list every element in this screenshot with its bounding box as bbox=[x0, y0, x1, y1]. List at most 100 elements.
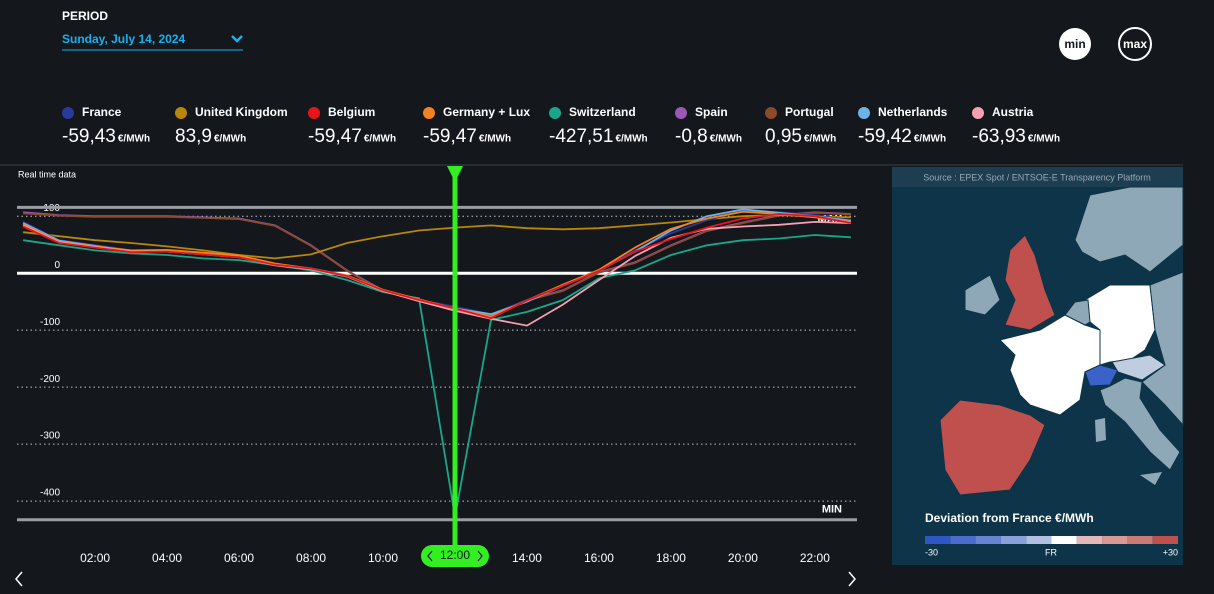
legend-unit: €/MWh bbox=[615, 134, 647, 145]
benelux bbox=[1064, 299, 1091, 326]
legend-value: -59,47 bbox=[308, 126, 362, 147]
iberia bbox=[939, 399, 1046, 496]
min-label: MIN bbox=[822, 504, 842, 516]
legend-name: Portugal bbox=[785, 105, 834, 119]
x-tick-label: 10:00 bbox=[368, 551, 398, 565]
y-tick-label: -300 bbox=[40, 431, 60, 442]
legend-swatch bbox=[423, 107, 435, 119]
max-button-label[interactable]: max bbox=[1123, 37, 1147, 51]
scale-swatch bbox=[1102, 536, 1128, 544]
scale-swatch bbox=[1000, 536, 1027, 544]
map-title: Deviation from France €/MWh bbox=[925, 511, 1094, 525]
x-tick-label: 02:00 bbox=[80, 551, 110, 565]
legend-unit: €/MWh bbox=[214, 134, 246, 145]
legend-unit: €/MWh bbox=[364, 134, 396, 145]
legend-value: 83,9 bbox=[175, 126, 212, 147]
legend-name: United Kingdom bbox=[195, 105, 288, 119]
cursor-handle[interactable] bbox=[446, 166, 463, 182]
legend-name: Germany + Lux bbox=[443, 105, 530, 119]
legend-name: Belgium bbox=[328, 105, 375, 119]
legend-value: 0,95 bbox=[765, 126, 802, 147]
legend-swatch bbox=[675, 107, 687, 119]
sardinia bbox=[1095, 418, 1106, 442]
map: Source : EPEX Spot / ENTSOE-E Transparen… bbox=[892, 167, 1184, 565]
y-tick-label: 0 bbox=[54, 260, 60, 271]
legend-unit: €/MWh bbox=[914, 134, 946, 145]
cursor-label[interactable]: 12:00 bbox=[440, 548, 470, 562]
series-line bbox=[22, 213, 852, 320]
eastern-europe bbox=[1141, 271, 1184, 427]
scale-label: +30 bbox=[1163, 547, 1178, 557]
scale-swatch bbox=[1152, 536, 1178, 544]
legend-swatch bbox=[549, 107, 561, 119]
prev-arrow[interactable] bbox=[15, 571, 23, 587]
scale-swatch bbox=[1051, 536, 1077, 544]
x-tick-label: 08:00 bbox=[296, 551, 326, 565]
legend-swatch bbox=[62, 107, 74, 119]
italy bbox=[1099, 377, 1181, 471]
x-tick-label: 04:00 bbox=[152, 551, 182, 565]
austria bbox=[1111, 354, 1166, 381]
x-tick-label: 14:00 bbox=[512, 551, 542, 565]
legend-value: -59,43 bbox=[62, 126, 116, 147]
legend-unit: €/MWh bbox=[1028, 134, 1060, 145]
chart-panel bbox=[0, 165, 885, 594]
legend-name: France bbox=[82, 105, 122, 119]
legend-value: -63,93 bbox=[972, 126, 1026, 147]
x-tick-label: 20:00 bbox=[728, 551, 758, 565]
scandinavia bbox=[1074, 186, 1184, 273]
x-tick-label: 22:00 bbox=[800, 551, 830, 565]
series-line bbox=[22, 234, 851, 517]
map-source: Source : EPEX Spot / ENTSOE-E Transparen… bbox=[923, 172, 1151, 182]
switzerland bbox=[1084, 364, 1119, 387]
legend-name: Netherlands bbox=[878, 105, 948, 119]
legend-name: Spain bbox=[695, 105, 728, 119]
scale-label: -30 bbox=[925, 547, 938, 557]
legend-swatch bbox=[858, 107, 870, 119]
legend-name: Switzerland bbox=[569, 105, 636, 119]
y-tick-label: -400 bbox=[40, 488, 60, 499]
max-button[interactable] bbox=[1118, 27, 1152, 61]
scale-swatch bbox=[925, 536, 951, 544]
next-arrow[interactable] bbox=[848, 571, 856, 587]
cursor-arrows[interactable] bbox=[427, 550, 483, 562]
ireland bbox=[964, 274, 1001, 316]
legend-name: Austria bbox=[992, 105, 1034, 119]
legend-value: -59,42 bbox=[858, 126, 912, 147]
legend-unit: €/MWh bbox=[710, 134, 742, 145]
min-button-label[interactable]: min bbox=[1064, 37, 1085, 51]
sicily bbox=[1140, 472, 1162, 485]
uk bbox=[1004, 234, 1056, 331]
legend-value: -59,47 bbox=[423, 126, 477, 147]
legend-unit: €/MWh bbox=[479, 134, 511, 145]
legend-swatch bbox=[972, 107, 984, 119]
y-tick-label: -200 bbox=[40, 374, 60, 385]
scale-swatch bbox=[975, 536, 1001, 544]
legend-unit: €/MWh bbox=[804, 134, 836, 145]
x-tick-label: 18:00 bbox=[656, 551, 686, 565]
scale-label: FR bbox=[1045, 547, 1057, 557]
scale-swatch bbox=[1076, 536, 1103, 544]
x-tick-label: 06:00 bbox=[224, 551, 254, 565]
color-scale bbox=[925, 536, 1178, 544]
period-label: PERIOD bbox=[62, 9, 108, 23]
legend-value: -0,8 bbox=[675, 126, 708, 147]
scale-swatch bbox=[950, 536, 976, 544]
cursor-pill[interactable] bbox=[420, 545, 489, 567]
legend-swatch bbox=[308, 107, 320, 119]
chart-subtitle: Real time data bbox=[18, 169, 76, 179]
legend-unit: €/MWh bbox=[118, 134, 150, 145]
scale-swatch bbox=[1127, 536, 1153, 544]
legend-swatch bbox=[765, 107, 777, 119]
scale-swatch bbox=[1026, 536, 1052, 544]
x-tick-label: 16:00 bbox=[584, 551, 614, 565]
legend-swatch bbox=[175, 107, 187, 119]
legend-value: -427,51 bbox=[549, 126, 613, 147]
min-button[interactable] bbox=[1059, 28, 1091, 60]
period-select[interactable]: Sunday, July 14, 2024 bbox=[62, 32, 186, 46]
y-tick-label: -100 bbox=[40, 317, 60, 328]
chevron[interactable] bbox=[231, 35, 243, 43]
source-bar bbox=[892, 167, 1183, 187]
